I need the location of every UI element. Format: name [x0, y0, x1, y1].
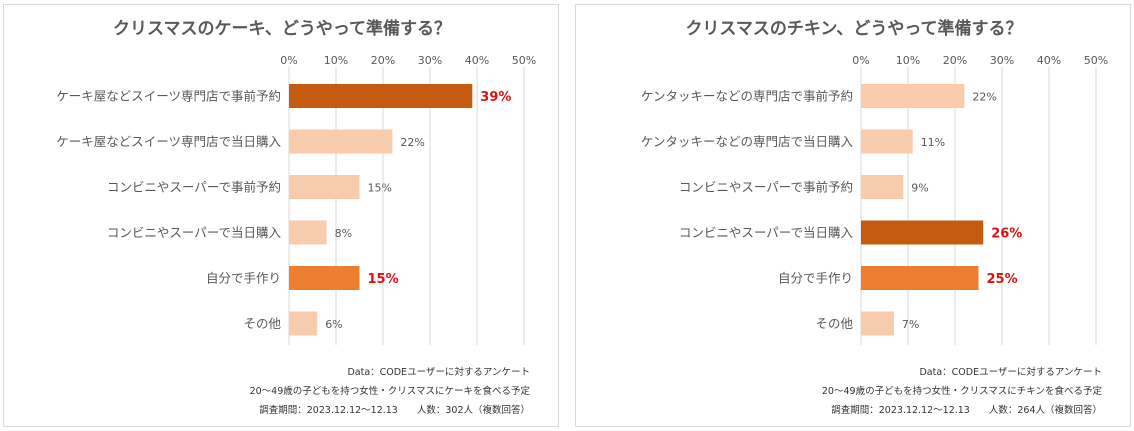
cake-value-label: 22%	[400, 136, 424, 149]
chicken-x-tick-label: 40%	[1037, 54, 1061, 67]
cake-value-label: 8%	[335, 227, 352, 240]
chicken-bar	[861, 129, 913, 154]
cake-source-note: Data：CODEユーザーに対するアンケート	[347, 366, 530, 378]
chicken-bar	[861, 266, 979, 290]
cake-x-tick-label: 0%	[280, 54, 297, 67]
cake-category-label: ケーキ屋などスイーツ専門店で当日購入	[56, 134, 281, 149]
cake-x-tick-label: 50%	[512, 54, 536, 67]
cake-x-tick-label: 10%	[324, 54, 348, 67]
cake-bar	[289, 175, 360, 199]
chicken-bar	[861, 175, 904, 199]
cake-bar	[289, 220, 327, 245]
cake-category-label: コンビニやスーパーで事前予約	[107, 180, 281, 195]
chicken-source-note: 調査期間：2023.12.12～12.13 人数：264人（複数回答）	[831, 404, 1102, 416]
chicken-category-label: その他	[815, 316, 853, 331]
cake-chart-title: クリスマスのケーキ、どうやって準備する？	[113, 18, 451, 39]
chicken-x-tick-label: 0%	[852, 54, 869, 67]
chicken-x-tick-label: 30%	[990, 54, 1014, 67]
chicken-source-note: Data：CODEユーザーに対するアンケート	[919, 366, 1102, 378]
chicken-x-tick-label: 20%	[943, 54, 967, 67]
chicken-value-label: 25%	[987, 272, 1018, 287]
cake-category-label: その他	[243, 316, 281, 331]
chicken-x-tick-label: 50%	[1084, 54, 1108, 67]
chicken-chart-title: クリスマスのチキン、どうやって準備する？	[685, 18, 1022, 39]
cake-value-label: 15%	[368, 272, 399, 287]
chicken-value-label: 22%	[972, 91, 996, 104]
chicken-category-label: 自分で手作り	[778, 271, 853, 286]
cake-chart-panel: クリスマスのケーキ、どうやって準備する？ 0% 10% 20% 30% 40% 50% ケーキ…	[3, 4, 559, 427]
cake-source-note: 調査期間：2023.12.12～12.13 人数：302人（複数回答）	[259, 404, 530, 416]
chicken-category-label: ケンタッキーなどの専門店で事前予約	[641, 89, 853, 104]
cake-x-tick-label: 20%	[371, 54, 395, 67]
chicken-value-label: 9%	[911, 182, 928, 195]
cake-bar-chart: クリスマスのケーキ、どうやって準備する？ 0% 10% 20% 30% 40% 50% ケーキ…	[56, 18, 536, 416]
chicken-bar	[861, 220, 984, 245]
chicken-category-label: コンビニやスーパーで事前予約	[679, 180, 853, 195]
cake-category-label: ケーキ屋などスイーツ専門店で事前予約	[56, 89, 281, 104]
cake-bar	[289, 311, 318, 336]
chicken-bar	[861, 311, 894, 336]
cake-bar	[289, 129, 393, 154]
cake-value-label: 6%	[325, 318, 342, 331]
chicken-value-label: 7%	[902, 318, 919, 331]
cake-bar	[289, 84, 473, 108]
cake-x-tick-label: 40%	[465, 54, 489, 67]
chicken-source-note: 20～49歳の子どもを持つ女性・クリスマスにチキンを食べる予定	[822, 385, 1103, 397]
cake-value-label: 39%	[480, 90, 511, 105]
cake-x-tick-label: 30%	[418, 54, 442, 67]
cake-bar	[289, 266, 360, 290]
cake-value-label: 15%	[368, 182, 392, 195]
chicken-value-label: 26%	[991, 227, 1022, 242]
chicken-category-label: コンビニやスーパーで当日購入	[679, 225, 854, 240]
chicken-bar	[861, 84, 965, 108]
chicken-chart-panel: クリスマスのチキン、どうやって準備する？ 0% 10% 20% 30% 40% 50% ケンタ…	[575, 4, 1131, 427]
cake-category-label: コンビニやスーパーで当日購入	[107, 225, 282, 240]
cake-source-note: 20～49歳の子どもを持つ女性・クリスマスにケーキを食べる予定	[250, 385, 531, 397]
chicken-value-label: 11%	[921, 136, 945, 149]
chicken-category-label: ケンタッキーなどの専門店で当日購入	[641, 134, 854, 149]
chicken-x-tick-label: 10%	[896, 54, 920, 67]
chicken-bar-chart: クリスマスのチキン、どうやって準備する？ 0% 10% 20% 30% 40% 50% ケンタ…	[641, 18, 1108, 416]
cake-category-label: 自分で手作り	[206, 271, 281, 286]
